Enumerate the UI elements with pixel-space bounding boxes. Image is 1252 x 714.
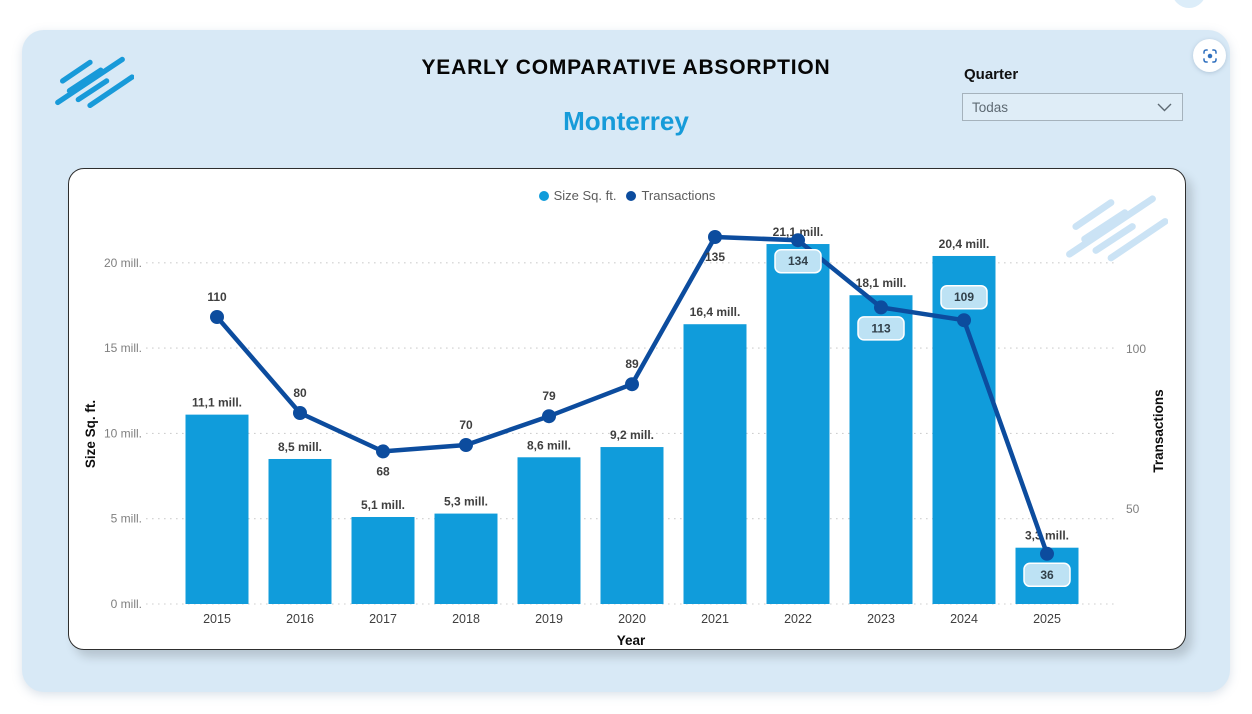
transactions-label-2023: 113	[871, 321, 891, 335]
brand-logo-icon	[55, 56, 134, 109]
left-axis-tick: 5 mill.	[111, 512, 142, 526]
line-point-2024[interactable]	[957, 313, 971, 328]
bar-2018[interactable]	[434, 513, 498, 604]
legend-label: Size Sq. ft.	[553, 188, 617, 203]
transactions-callout-2024	[940, 284, 988, 310]
right-axis-title: Transactions	[1151, 389, 1166, 472]
legend-item-transactions[interactable]: Transactions	[626, 188, 715, 203]
transactions-callout-2025	[1023, 562, 1071, 588]
combo-chart-canvas: 0 mill. 5 mill. 10 mill. 15 mill. 20 mill. 50…	[83, 225, 1166, 648]
bar-label-2020: 9,2 mill.	[610, 428, 654, 442]
x-axis-label-2019: 2019	[535, 612, 563, 626]
x-axis-label-2025: 2025	[1033, 612, 1061, 626]
left-axis-tick: 10 mill.	[104, 426, 142, 440]
left-axis-tick: 0 mill.	[111, 597, 142, 611]
legend-dot	[626, 190, 637, 201]
legend-dot	[538, 190, 549, 201]
bar-2021[interactable]	[683, 324, 747, 604]
line-point-2016[interactable]	[293, 406, 307, 420]
transactions-label-2021: 135	[705, 250, 725, 264]
transactions-label-2022: 134	[788, 254, 808, 268]
decorative-circle	[1172, 0, 1206, 8]
line-point-2021[interactable]	[708, 230, 722, 244]
line-point-2020[interactable]	[625, 377, 639, 392]
line-point-2019[interactable]	[542, 409, 556, 424]
page-subtitle: Monterrey	[563, 106, 689, 136]
chart-card: Size Sq. ft. Transactions 0 mill. 5 mill. 1…	[68, 168, 1186, 650]
bar-label-2017: 5,1 mill.	[361, 498, 405, 512]
bar-2019[interactable]	[517, 457, 581, 604]
line-point-2023[interactable]	[874, 300, 888, 315]
quarter-dropdown-value: Todas	[972, 99, 1009, 115]
focus-mode-icon	[1202, 48, 1217, 63]
x-axis-label-2018: 2018	[452, 612, 480, 626]
transactions-label-2018: 70	[459, 418, 473, 432]
transactions-label-2016: 80	[293, 386, 307, 400]
x-axis-label-2024: 2024	[950, 612, 978, 626]
bar-2022[interactable]	[766, 244, 830, 604]
transactions-label-2020: 89	[625, 357, 639, 371]
line-point-2015[interactable]	[210, 310, 224, 324]
legend-label: Transactions	[641, 188, 716, 203]
x-axis-label-2021: 2021	[701, 612, 729, 626]
right-axis-tick: 100	[1126, 342, 1146, 356]
bar-label-2022: 21,1 mill.	[773, 225, 824, 239]
bar-2023[interactable]	[849, 295, 913, 604]
line-point-2017[interactable]	[376, 444, 390, 459]
bar-label-2021: 16,4 mill.	[690, 305, 741, 319]
left-axis-tick: 15 mill.	[104, 341, 142, 355]
bar-label-2016: 8,5 mill.	[278, 440, 322, 454]
x-axis-title: Year	[617, 633, 646, 648]
chart-legend: Size Sq. ft. Transactions	[69, 188, 1185, 203]
line-point-2018[interactable]	[459, 438, 473, 452]
x-axis-label-2015: 2015	[203, 612, 231, 626]
bar-label-2024: 20,4 mill.	[939, 237, 990, 251]
focus-mode-button[interactable]	[1193, 39, 1226, 72]
bar-2020[interactable]	[600, 447, 664, 604]
quarter-dropdown[interactable]: Todas	[962, 93, 1183, 121]
bar-label-2025: 3,3 mill.	[1025, 529, 1069, 543]
bar-label-2015: 11,1 mill.	[192, 396, 242, 410]
x-axis-label-2017: 2017	[369, 612, 397, 626]
transactions-label-2019: 79	[542, 389, 556, 403]
x-axis-label-2020: 2020	[618, 612, 646, 626]
watermark-logo-icon	[1066, 195, 1168, 262]
bar-2017[interactable]	[351, 516, 415, 604]
bar-label-2019: 8,6 mill.	[527, 438, 571, 452]
dashboard-panel: YEARLY COMPARATIVE ABSORPTION Monterrey …	[22, 30, 1230, 692]
x-axis-label-2023: 2023	[867, 612, 895, 626]
transactions-label-2024: 109	[954, 290, 974, 304]
transactions-callout-2023	[857, 316, 905, 341]
right-axis-tick: 50	[1126, 502, 1140, 516]
left-axis-tick: 20 mill.	[104, 256, 142, 270]
left-axis-title: Size Sq. ft.	[83, 400, 98, 468]
x-axis-label-2016: 2016	[286, 612, 314, 626]
bar-label-2018: 5,3 mill.	[444, 495, 488, 509]
legend-item-size-sq-ft-[interactable]: Size Sq. ft.	[538, 188, 617, 203]
transactions-callout-2022	[774, 248, 822, 274]
bar-2016[interactable]	[268, 458, 332, 604]
line-point-2025[interactable]	[1040, 546, 1054, 561]
bar-label-2023: 18,1 mill.	[856, 276, 907, 290]
chevron-down-icon	[1157, 103, 1172, 111]
quarter-filter-label: Quarter	[964, 66, 1019, 83]
line-point-2022[interactable]	[791, 233, 805, 248]
transactions-label-2025: 36	[1040, 568, 1054, 582]
page-title: YEARLY COMPARATIVE ABSORPTION	[421, 56, 831, 79]
transactions-label-2015: 110	[207, 290, 227, 304]
transactions-label-2017: 68	[376, 464, 390, 478]
x-axis-label-2022: 2022	[784, 612, 812, 626]
bar-2015[interactable]	[185, 414, 249, 604]
